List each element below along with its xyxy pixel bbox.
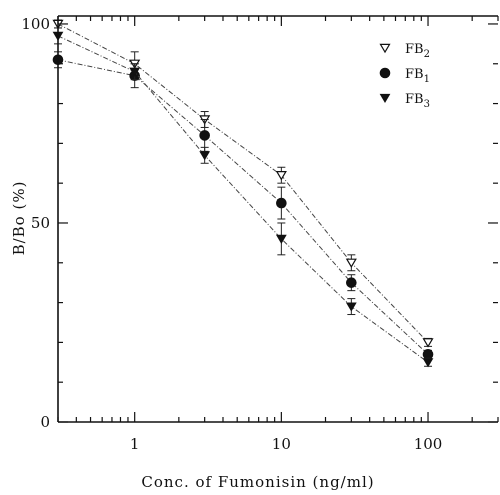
- series-line-fb2: [57, 23, 429, 343]
- legend-label-fb1: FB1: [405, 67, 430, 85]
- axes: 1 10 100 0 50 100: [21, 15, 499, 453]
- data-point-fb3: [199, 151, 211, 161]
- y-axis-title: B/Bo (%): [10, 181, 28, 256]
- data-point-fb2: [275, 171, 287, 181]
- data-point-fb3: [275, 234, 287, 244]
- legend-label-fb3: FB3: [405, 92, 430, 110]
- y-tick-label: 100: [21, 15, 50, 33]
- legend: FB2 FB1 FB3: [379, 42, 430, 110]
- data-point-fb3: [345, 302, 357, 312]
- data-point-fb2: [345, 258, 357, 269]
- series-line-fb3: [57, 35, 429, 363]
- y-tick-label: 0: [40, 413, 50, 431]
- legend-label-fb2: FB2: [405, 42, 430, 60]
- legend-marker-fb2: [379, 43, 391, 54]
- data-point-fb3: [422, 358, 434, 368]
- data-point-fb1: [422, 349, 434, 360]
- data-point-fb3: [129, 67, 141, 77]
- x-tick-label: 10: [272, 435, 291, 453]
- data-point-fb1: [346, 277, 357, 288]
- data-point-fb1: [276, 197, 287, 209]
- legend-marker-fb1: [379, 67, 391, 79]
- plot-area: [52, 19, 434, 368]
- x-tick-label: 1: [130, 435, 140, 453]
- series-line-fb1: [57, 59, 429, 355]
- data-point-fb2: [422, 338, 434, 348]
- data-point-fb1: [199, 130, 210, 141]
- y-tick-label: 50: [31, 214, 50, 232]
- x-tick-label: 100: [414, 435, 443, 453]
- legend-marker-fb3: [379, 93, 391, 104]
- x-axis-title: Conc. of Fumonisin (ng/ml): [141, 473, 374, 491]
